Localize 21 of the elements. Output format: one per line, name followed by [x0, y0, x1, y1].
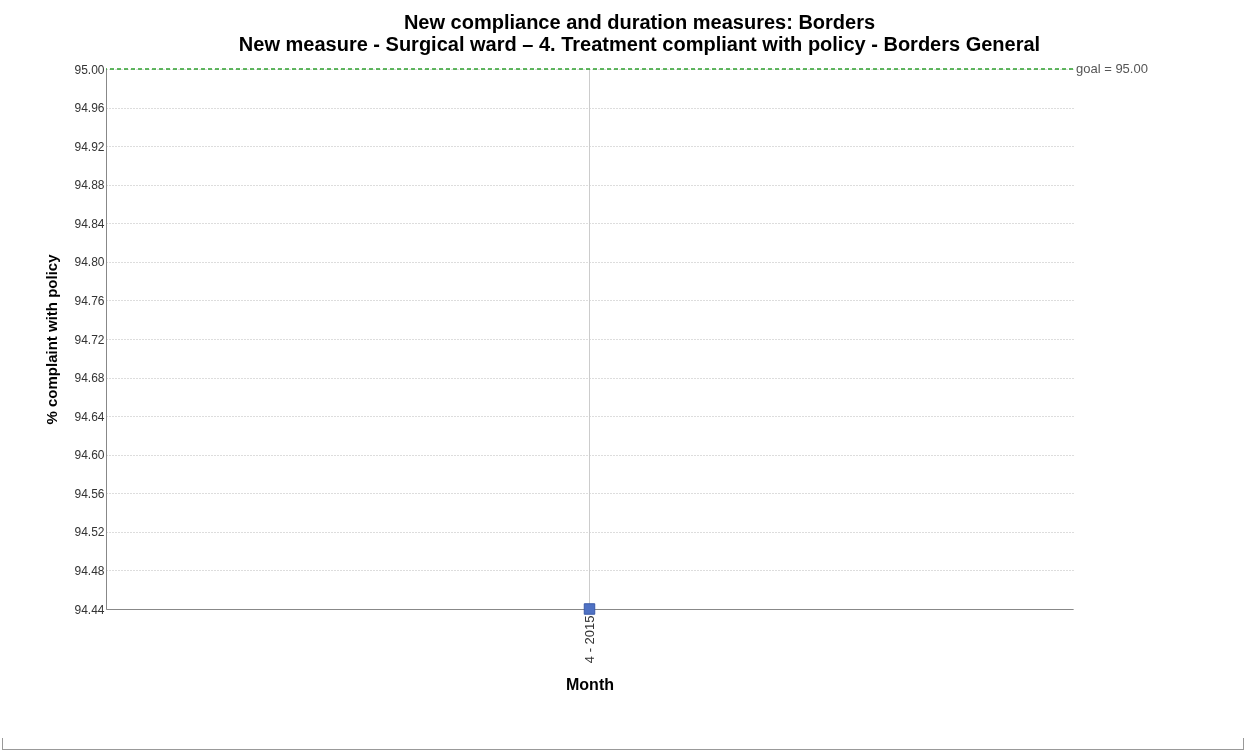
y-tick-label: 94.72 [74, 332, 105, 347]
y-tick-label: 94.80 [74, 255, 105, 270]
y-tick-label: 94.84 [74, 216, 105, 231]
y-tick-label: 94.76 [74, 293, 105, 308]
chart-title: New compliance and duration measures: Borders [403, 11, 876, 33]
y-tick-label: 94.64 [74, 409, 105, 424]
y-axis-title: % complaint with policy [43, 253, 61, 425]
x-axis-title: Month [566, 676, 614, 694]
y-tick-label: 94.48 [74, 563, 105, 578]
y-tick-label: 94.44 [74, 602, 105, 617]
y-tick-label: 94.68 [74, 371, 105, 386]
y-tick-label: 94.92 [74, 139, 105, 154]
y-tick-label: 95.00 [74, 62, 105, 77]
ref-line-label: goal = 95.00 [1076, 61, 1148, 76]
x-tick-label: 4 - 2015 [581, 615, 597, 664]
chart-subtitle: New measure - Surgical ward – 4. Treatment compliant with policy - Borders General [238, 33, 1041, 55]
y-tick-label: 94.52 [74, 525, 105, 540]
y-tick-label: 94.56 [74, 486, 105, 501]
y-tick-label: 94.88 [74, 178, 105, 193]
y-tick-label: 94.60 [74, 448, 105, 463]
y-tick-label: 94.96 [74, 101, 105, 116]
